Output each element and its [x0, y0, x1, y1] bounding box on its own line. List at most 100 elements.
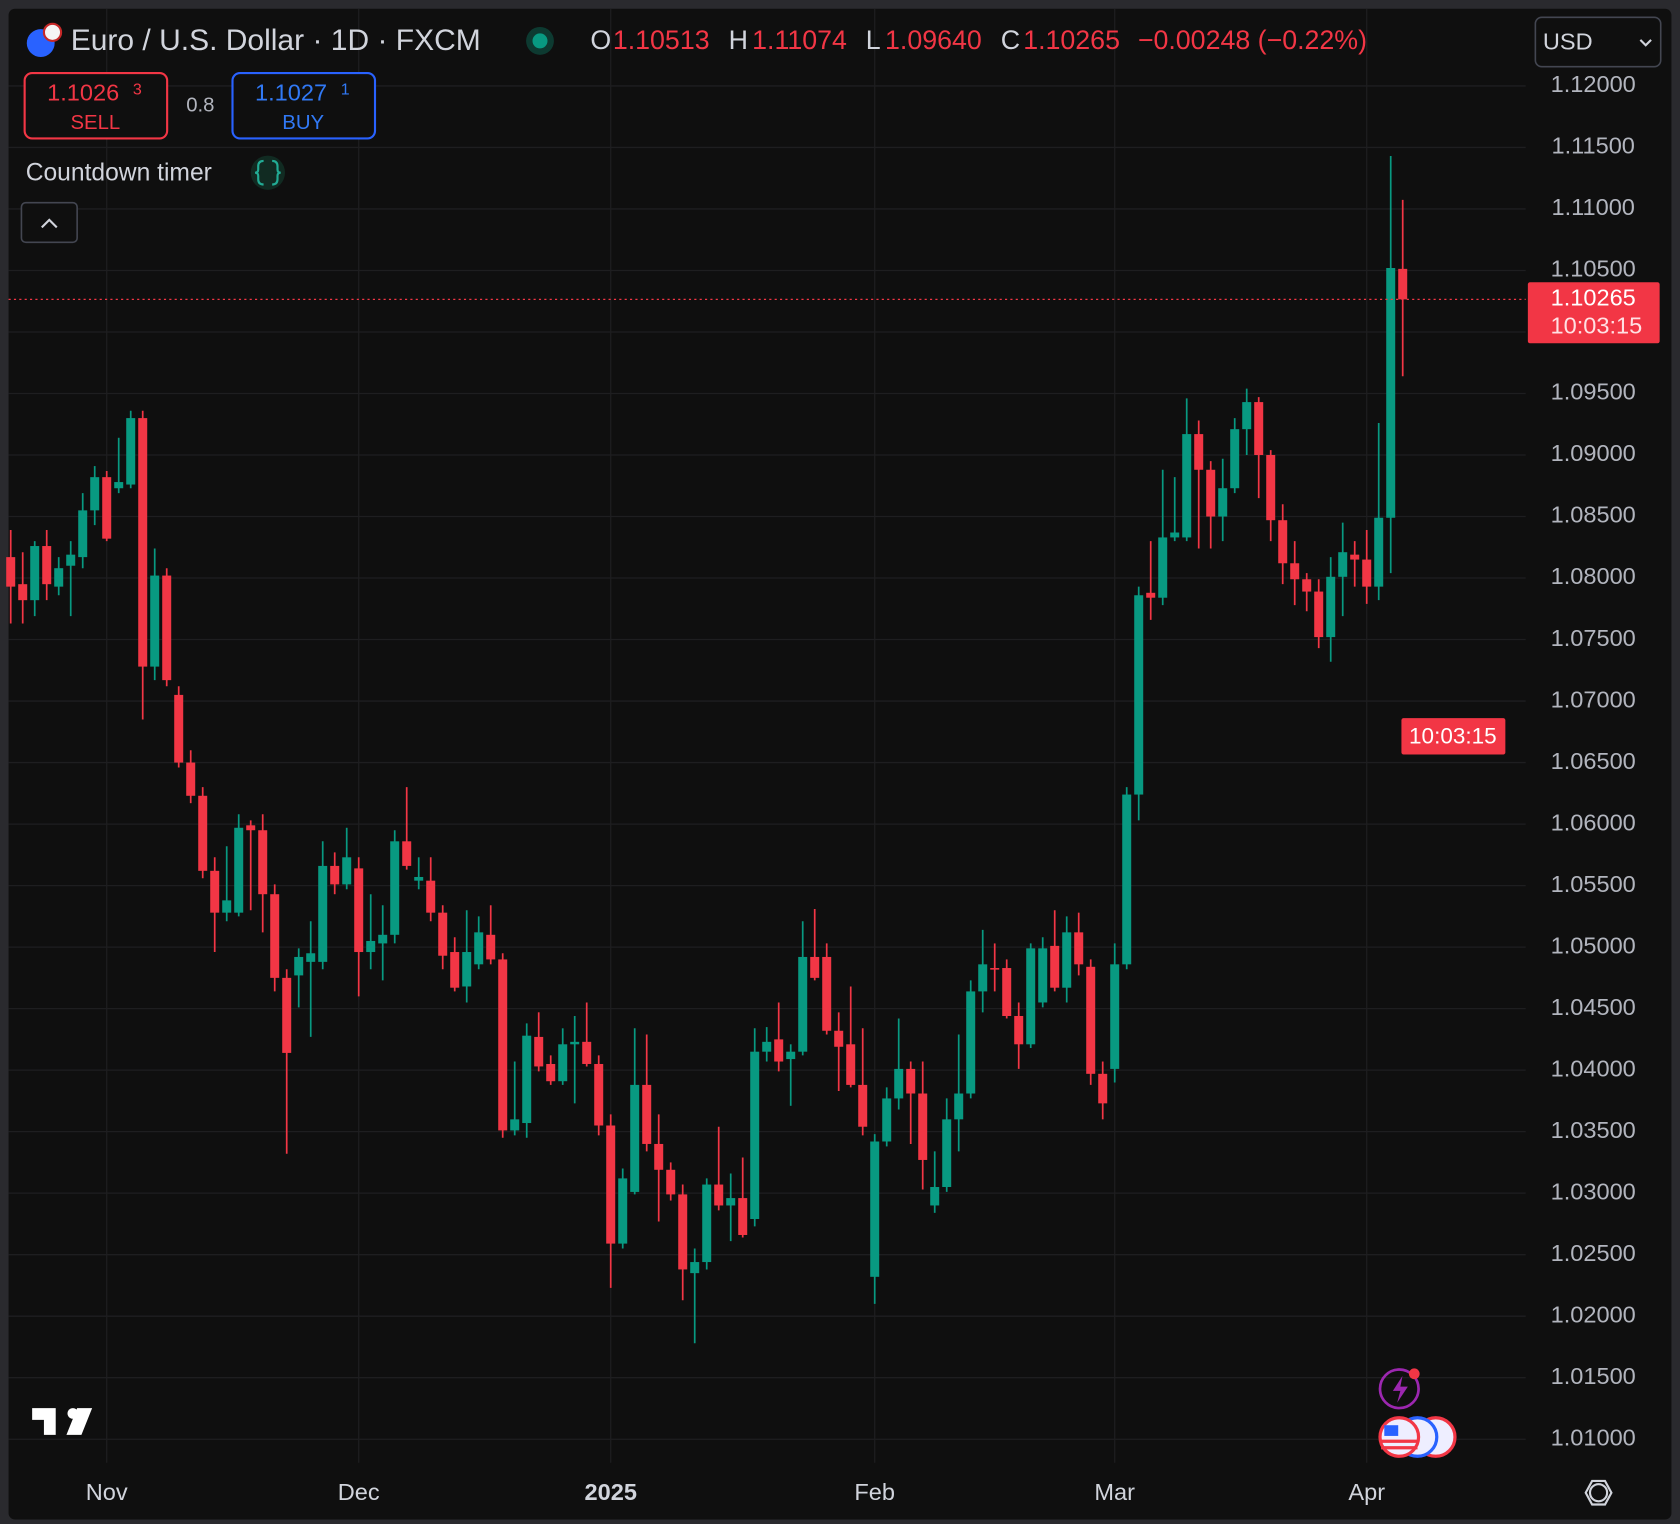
- candle-body: [774, 1039, 784, 1062]
- candle-body: [762, 1041, 772, 1052]
- candle-body: [630, 1084, 640, 1192]
- settings-gear: [1584, 1479, 1613, 1506]
- candle-body: [1098, 1073, 1108, 1104]
- candle-body: [294, 956, 304, 976]
- y-tick-label: 1.06500: [1551, 748, 1636, 774]
- candle-body: [978, 964, 988, 992]
- candle-body: [966, 991, 976, 1094]
- candle-body: [366, 940, 376, 953]
- last-price-label: 1.10265: [1551, 285, 1636, 311]
- collapse-button[interactable]: [20, 201, 78, 244]
- candle-body: [162, 575, 172, 681]
- candle-body: [186, 762, 196, 796]
- candle-body: [666, 1169, 676, 1195]
- indicator-name[interactable]: Countdown timer: [26, 159, 212, 186]
- candle-body: [126, 418, 136, 485]
- candle-body: [990, 968, 1000, 970]
- y-tick-label: 1.04500: [1551, 994, 1636, 1020]
- candle-body: [246, 825, 256, 831]
- candle-body: [954, 1093, 964, 1120]
- candle-body: [810, 956, 820, 978]
- candle-body: [414, 876, 424, 881]
- candle-body: [462, 952, 472, 987]
- currency-label: USD: [1543, 28, 1593, 54]
- currency-select[interactable]: [1534, 16, 1662, 68]
- candle-body: [942, 1119, 952, 1188]
- y-tick-label: 1.07500: [1551, 625, 1636, 651]
- candle-body: [1002, 968, 1012, 1017]
- events-badge: [1408, 1368, 1420, 1380]
- candle-body: [258, 830, 268, 895]
- candle-body: [450, 952, 460, 988]
- flag-canton: [1384, 1425, 1399, 1436]
- market-status-dot: [532, 33, 548, 49]
- y-tick-label: 1.07000: [1551, 686, 1636, 712]
- candle-body: [786, 1051, 796, 1060]
- candle-body: [510, 1119, 520, 1131]
- candle-body: [1326, 576, 1336, 638]
- candle-body: [894, 1068, 904, 1099]
- candle-body: [222, 900, 232, 913]
- y-tick-label: 1.08500: [1551, 502, 1636, 528]
- candle-body: [1362, 559, 1372, 587]
- candle-body: [594, 1063, 604, 1126]
- candle-body: [690, 1262, 700, 1274]
- candle-body: [546, 1063, 556, 1082]
- candle-body: [330, 865, 340, 885]
- candle-body: [1218, 488, 1228, 517]
- ohlc-letter: H: [729, 25, 748, 55]
- buy-label: BUY: [282, 112, 324, 134]
- candle-body: [426, 880, 436, 913]
- news-flag[interactable]: [1378, 1416, 1421, 1458]
- candle-body: [1338, 552, 1348, 577]
- buy-button[interactable]: [231, 72, 377, 140]
- y-tick-label: 1.09000: [1551, 440, 1636, 466]
- candle-body: [1254, 402, 1264, 456]
- candle-body: [306, 953, 316, 962]
- candle-body: [498, 959, 508, 1131]
- candle-body: [6, 557, 16, 587]
- candle-body: [102, 477, 112, 539]
- candle-body: [858, 1084, 868, 1127]
- y-tick-label: 1.12000: [1551, 71, 1636, 97]
- candle-body: [390, 841, 400, 935]
- countdown-timer: 10:03:15: [1409, 723, 1497, 748]
- candle-body: [438, 912, 448, 956]
- candle-body: [642, 1084, 652, 1144]
- candle-body: [834, 1030, 844, 1047]
- candle-body: [282, 977, 292, 1053]
- events-icon[interactable]: [1378, 1368, 1420, 1410]
- ohlc-letter: L: [866, 25, 881, 55]
- y-tick-label: 1.05000: [1551, 932, 1636, 958]
- candle-body: [1266, 455, 1276, 521]
- candle-body: [18, 584, 28, 601]
- ohlc-value: 1.11074: [752, 25, 847, 55]
- symbol-title[interactable]: Euro / U.S. Dollar · 1D · FXCM: [71, 24, 481, 57]
- sell-button[interactable]: [23, 72, 169, 140]
- candle-body: [714, 1184, 724, 1206]
- candle-body: [750, 1051, 760, 1219]
- candle-body: [402, 841, 412, 866]
- candle-body: [114, 482, 124, 489]
- candle-body: [1398, 268, 1408, 300]
- y-tick-label: 1.04000: [1551, 1055, 1636, 1081]
- candle-body: [342, 857, 352, 885]
- candle-body: [1206, 469, 1216, 517]
- candle-body: [1026, 948, 1036, 1045]
- chart-panel: [8, 8, 1672, 1520]
- candle-body: [474, 932, 484, 965]
- candle-body: [918, 1093, 928, 1160]
- settings-icon[interactable]: [1588, 1483, 1609, 1503]
- candle-body: [1086, 966, 1096, 1074]
- candle-body: [318, 865, 328, 962]
- x-tick-label: 2025: [585, 1479, 637, 1505]
- candle-body: [1014, 1016, 1024, 1045]
- change: −0.00248 (−0.22%): [1138, 25, 1367, 55]
- candle-body: [1146, 592, 1156, 598]
- candle-body: [534, 1036, 544, 1067]
- sell-price: 1.1026: [47, 80, 119, 106]
- candle-body: [570, 1041, 580, 1045]
- candle-body: [558, 1044, 568, 1082]
- ohlc-value: 1.10513: [613, 25, 710, 55]
